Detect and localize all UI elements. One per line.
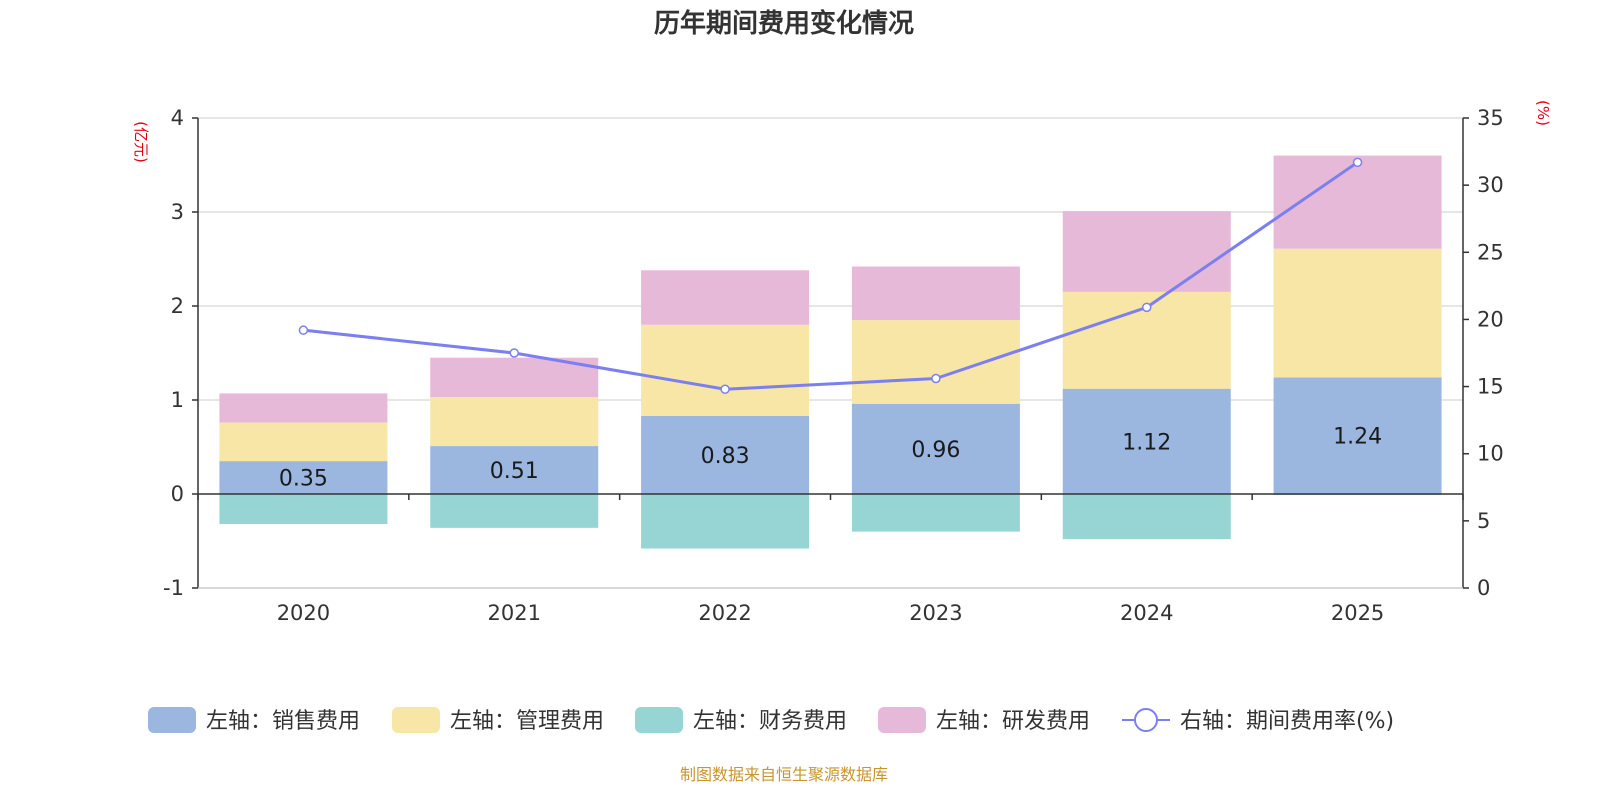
bar-segment (430, 446, 599, 494)
legend-line-marker (1134, 708, 1158, 732)
bar-segment (641, 494, 810, 549)
x-axis-tick-label: 2020 (277, 601, 330, 625)
expense-rate-point (1142, 302, 1152, 313)
bar-segment (641, 270, 810, 325)
bar-segment (430, 357, 599, 398)
legend-swatch (392, 707, 440, 733)
bar-segment (219, 494, 388, 525)
right-axis-tick-label: 30 (1477, 173, 1504, 197)
sales-data-label: 0.51 (490, 459, 539, 484)
bar-segment (1062, 388, 1231, 494)
expense-rate-line (303, 161, 1359, 391)
legend-label: 左轴：销售费用 (206, 709, 360, 734)
x-axis-tick-label: 2021 (488, 601, 541, 625)
bar-segment (1273, 248, 1442, 378)
right-axis-tick-label: 20 (1477, 307, 1504, 331)
expense-rate-point (720, 384, 730, 395)
legend-swatch (635, 707, 683, 733)
chart-title: 历年期间费用变化情况 (654, 8, 914, 39)
x-axis-tick-label: 2024 (1120, 601, 1173, 625)
sales-data-label: 0.35 (279, 467, 328, 492)
expense-rate-point (931, 373, 941, 384)
legend-label: 左轴：财务费用 (693, 709, 847, 734)
sales-data-label: 0.96 (911, 438, 960, 463)
bar-segment (851, 266, 1020, 321)
sales-data-label: 1.24 (1333, 425, 1382, 450)
legend-swatch (148, 707, 196, 733)
right-axis-tick-label: 15 (1477, 375, 1504, 399)
left-axis-tick-label: 0 (171, 482, 184, 506)
left-axis-tick-label: 1 (171, 388, 184, 412)
sales-data-label: 1.12 (1122, 430, 1171, 455)
bar-segment (1062, 494, 1231, 540)
right-axis-tick-label: 5 (1477, 509, 1490, 533)
bar-segment (851, 403, 1020, 494)
legend-label: 右轴：期间费用率(%) (1180, 709, 1394, 734)
bar-segment (430, 397, 599, 447)
right-axis-tick-label: 0 (1477, 576, 1490, 600)
left-axis-tick-label: 3 (171, 200, 184, 224)
left-axis-tick-label: -1 (163, 576, 184, 600)
bar-segment (641, 324, 810, 416)
x-axis-tick-label: 2023 (909, 601, 962, 625)
x-axis-tick-label: 2025 (1331, 601, 1384, 625)
bar-segment (1062, 211, 1231, 292)
sales-data-label: 0.83 (701, 444, 750, 469)
bar-segment (219, 393, 388, 423)
x-axis-tick-label: 2022 (698, 601, 751, 625)
bar-segment (430, 494, 599, 528)
bar-segment (851, 494, 1020, 532)
bar-segment (219, 422, 388, 462)
bar-segment (219, 461, 388, 494)
right-axis-tick-label: 35 (1477, 106, 1504, 130)
expense-rate-point (509, 348, 519, 358)
right-axis-tick-label: 25 (1477, 240, 1504, 264)
data-source: 制图数据来自恒生聚源数据库 (680, 765, 888, 784)
left-axis-tick-label: 4 (171, 106, 184, 130)
expense-rate-point (1352, 157, 1363, 168)
left-axis-tick-label: 2 (171, 294, 184, 318)
bar-segment (1273, 377, 1442, 494)
legend-label: 左轴：管理费用 (450, 709, 604, 734)
expense-rate-point (298, 325, 309, 335)
legend-label: 左轴：研发费用 (936, 709, 1090, 734)
bar-segment (641, 415, 810, 494)
right-axis-tick-label: 10 (1477, 442, 1504, 466)
left-axis-unit: (亿元) (132, 121, 150, 163)
bar-segment (851, 320, 1020, 404)
right-axis-unit: (%) (1534, 100, 1552, 126)
legend-swatch (878, 707, 926, 733)
